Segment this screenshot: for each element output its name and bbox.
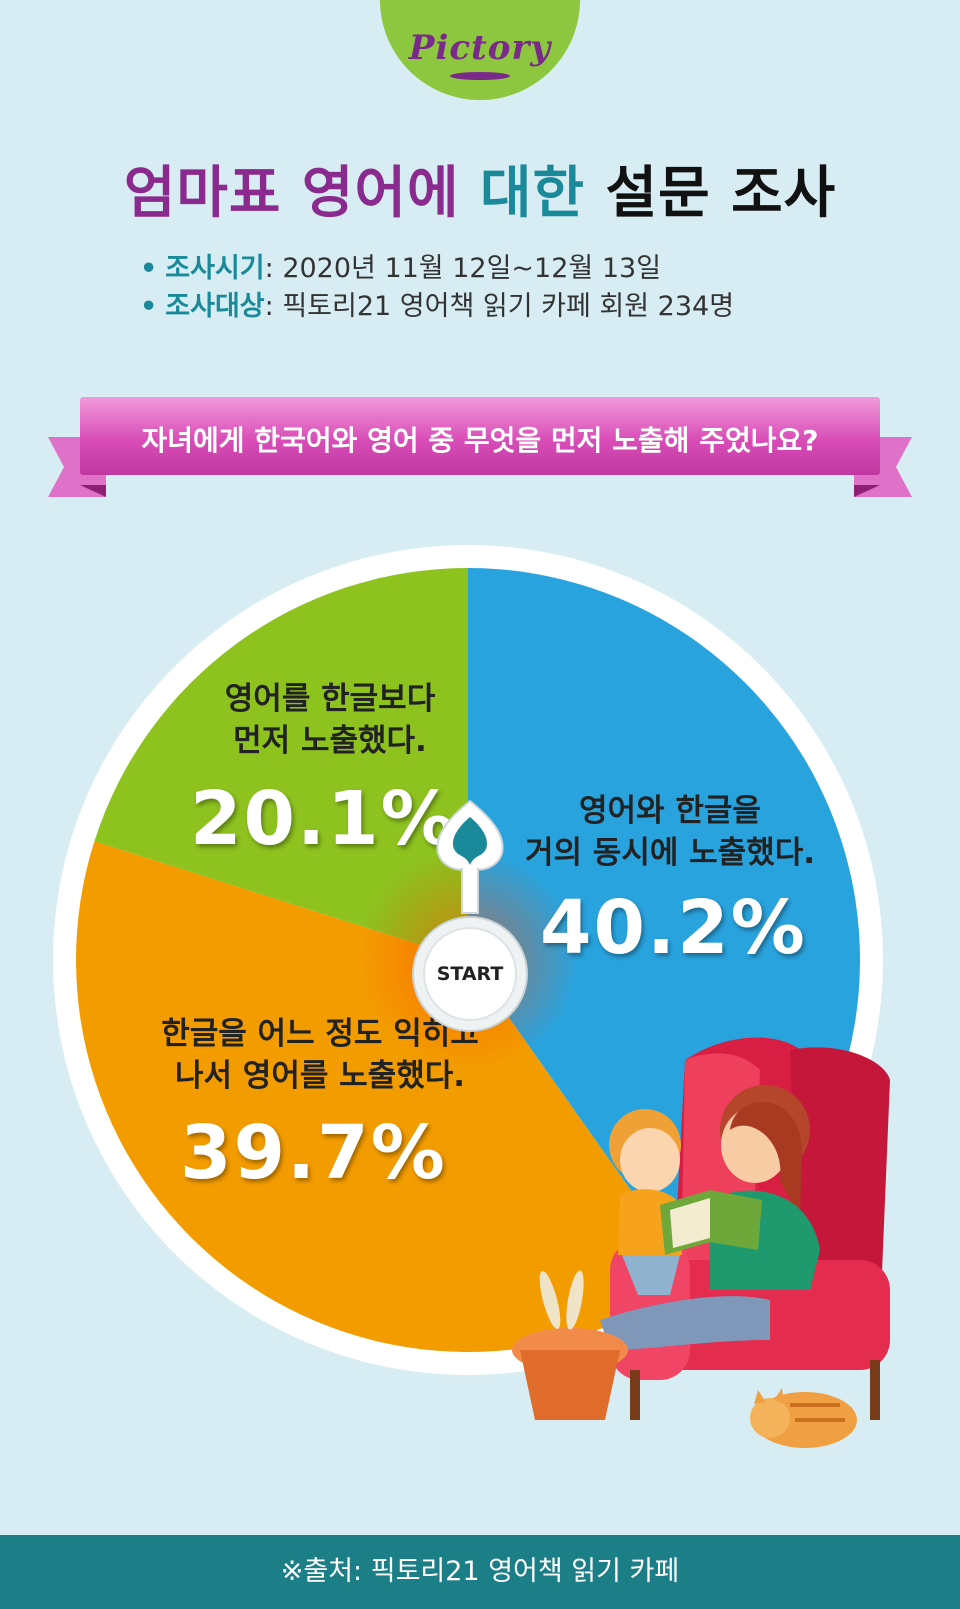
start-button[interactable]: START bbox=[411, 915, 529, 1033]
slice-label-orange: 한글을 어느 정도 익히고 나서 영어를 노출했다. bbox=[110, 1013, 530, 1097]
slice-value-green: 20.1% bbox=[190, 776, 457, 862]
reading-illustration bbox=[512, 1037, 890, 1448]
pie-slice-orange bbox=[75, 841, 695, 1352]
spinner-pointer bbox=[436, 799, 504, 914]
question-text: 자녀에게 한국어와 영어 중 무엇을 먼저 노출해 주었나요? bbox=[141, 424, 819, 457]
slice-label-line: 거의 동시에 노출했다. bbox=[524, 835, 816, 871]
slice-label-line: 한글을 어느 정도 익히고 bbox=[161, 1016, 479, 1052]
period-value: : 2020년 11월 12일~12월 13일 bbox=[264, 253, 662, 284]
start-knob bbox=[412, 916, 528, 1032]
survey-period: • 조사시기: 2020년 11월 12일~12월 13일 bbox=[140, 250, 734, 288]
slice-value-blue: 40.2% bbox=[540, 885, 807, 971]
slice-label-line: 나서 영어를 노출했다. bbox=[174, 1058, 466, 1094]
slice-label-green: 영어를 한글보다 먼저 노출했다. bbox=[170, 678, 490, 762]
survey-meta: • 조사시기: 2020년 11월 12일~12월 13일 • 조사대상: 픽토리2… bbox=[140, 250, 734, 326]
title-part-2: 대한 bbox=[480, 161, 586, 226]
target-label: 조사대상 bbox=[165, 291, 265, 322]
title-part-1: 엄마표 영어에 bbox=[123, 161, 460, 226]
slice-label-line: 먼저 노출했다. bbox=[233, 723, 427, 759]
source-footer: ※출처: 픽토리21 영어책 읽기 카페 bbox=[0, 1535, 960, 1609]
bullet: • bbox=[140, 291, 158, 322]
pictory-logo: Pictory bbox=[380, 0, 580, 100]
pie-slice-green bbox=[94, 568, 468, 960]
slice-label-line: 영어와 한글을 bbox=[579, 793, 761, 829]
page-title: 엄마표 영어에 대한 설문 조사 bbox=[0, 148, 960, 229]
survey-target: • 조사대상: 픽토리21 영어책 읽기 카페 회원 234명 bbox=[140, 288, 734, 326]
bullet: • bbox=[140, 253, 158, 284]
question-ribbon: 자녀에게 한국어와 영어 중 무엇을 먼저 노출해 주었나요? bbox=[48, 395, 912, 505]
logo-text: Pictory bbox=[408, 28, 552, 68]
slice-value-orange: 39.7% bbox=[180, 1110, 447, 1196]
slice-label-line: 영어를 한글보다 bbox=[224, 681, 436, 717]
ribbon-band: 자녀에게 한국어와 영어 중 무엇을 먼저 노출해 주었나요? bbox=[80, 397, 880, 475]
period-label: 조사시기 bbox=[165, 253, 265, 284]
slice-label-blue: 영어와 한글을 거의 동시에 노출했다. bbox=[470, 790, 870, 874]
title-part-3: 설문 조사 bbox=[605, 161, 837, 226]
logo-swoosh bbox=[450, 72, 510, 80]
start-label: START bbox=[436, 963, 504, 985]
target-value: : 픽토리21 영어책 읽기 카페 회원 234명 bbox=[264, 291, 735, 322]
